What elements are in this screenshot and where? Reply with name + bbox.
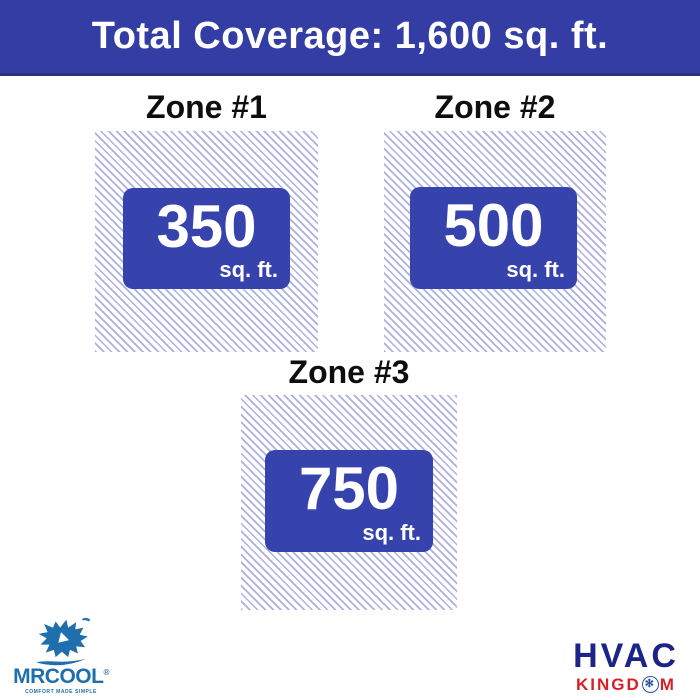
zone3-title: Zone #3 [288, 354, 410, 390]
kingdom-text-right: M [659, 675, 676, 694]
zone1-value-badge: 350 sq. ft. [123, 188, 290, 289]
zone1-title: Zone #1 [146, 89, 267, 125]
header-banner: Total Coverage: 1,600 sq. ft. [0, 0, 700, 76]
mrcool-wordmark-text: MRCOOL [13, 665, 104, 688]
hvac-kingdom-logo: HVAC KINGD ✻ M [560, 639, 692, 693]
total-coverage-title: Total Coverage: 1,600 sq. ft. [91, 15, 609, 57]
mrcool-tagline: COMFORT MADE SIMPLE [25, 689, 97, 695]
zone1-sqft-unit: sq. ft. [219, 257, 278, 282]
zone3-sqft-value: 750 [298, 455, 400, 522]
hvac-text: HVAC [573, 637, 679, 675]
zone2-value-badge: 500 sq. ft. [410, 187, 577, 289]
zone2-title: Zone #2 [434, 89, 556, 125]
zone2-sqft-value: 500 [443, 192, 544, 259]
registered-mark: ® [103, 668, 109, 677]
zone3-sqft-unit: sq. ft. [362, 520, 421, 545]
mrcool-wordmark: MRCOOL® [12, 666, 110, 687]
mrcool-penguin-icon [36, 617, 91, 666]
mrcool-logo: MRCOOL® COMFORT MADE SIMPLE [12, 616, 110, 695]
zone1-sqft-value: 350 [156, 193, 257, 260]
zone3-value-badge: 750 sq. ft. [265, 450, 433, 552]
fan-icon: ✻ [641, 676, 659, 693]
kingdom-text-left: KINGD [576, 675, 641, 694]
kingdom-text: KINGD ✻ M [560, 676, 692, 693]
zone2-sqft-unit: sq. ft. [506, 257, 565, 282]
